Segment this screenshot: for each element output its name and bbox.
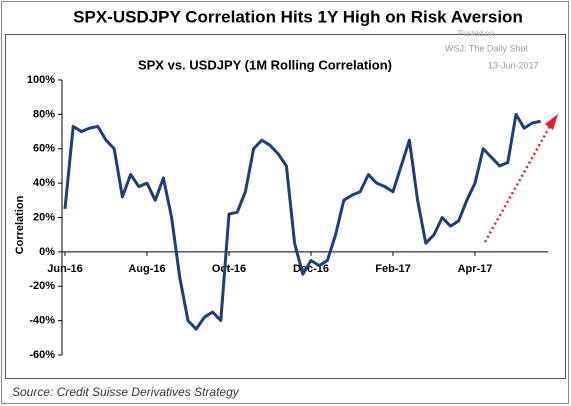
annotation: Posted on bbox=[458, 29, 494, 38]
y-axis-label: Correlation bbox=[14, 195, 26, 254]
trend-arrow bbox=[483, 125, 552, 243]
x-tick-label: Oct-16 bbox=[212, 263, 246, 275]
y-tick-label: 100% bbox=[27, 74, 55, 86]
x-tick-label: Apr-17 bbox=[458, 263, 493, 275]
y-tick-label: 40% bbox=[33, 177, 55, 189]
x-tick-label: Aug-16 bbox=[128, 263, 165, 275]
chart-subtitle: SPX vs. USDJPY (1M Rolling Correlation) bbox=[138, 57, 392, 72]
x-tick-label: Feb-17 bbox=[375, 263, 410, 275]
source: Source: Credit Suisse Derivatives Strate… bbox=[12, 385, 240, 399]
data-line bbox=[63, 112, 541, 331]
y-tick-label: 60% bbox=[33, 143, 55, 155]
y-tick-label: 0% bbox=[39, 246, 55, 258]
plot-frame bbox=[5, 34, 566, 379]
x-tick-label: Jun-16 bbox=[47, 263, 82, 275]
annotation: WSJ: The Daily Shot bbox=[445, 43, 528, 53]
y-tick-label: -20% bbox=[29, 280, 55, 292]
annotation: 13-Jun-2017 bbox=[488, 60, 539, 70]
y-tick-label: -60% bbox=[29, 349, 55, 361]
chart-title: SPX-USDJPY Correlation Hits 1Y High on R… bbox=[73, 7, 523, 26]
y-tick-label: -40% bbox=[29, 315, 55, 327]
y-tick-label: 20% bbox=[33, 211, 55, 223]
trend-arrow-head bbox=[545, 114, 558, 130]
y-tick-label: 80% bbox=[33, 108, 55, 120]
